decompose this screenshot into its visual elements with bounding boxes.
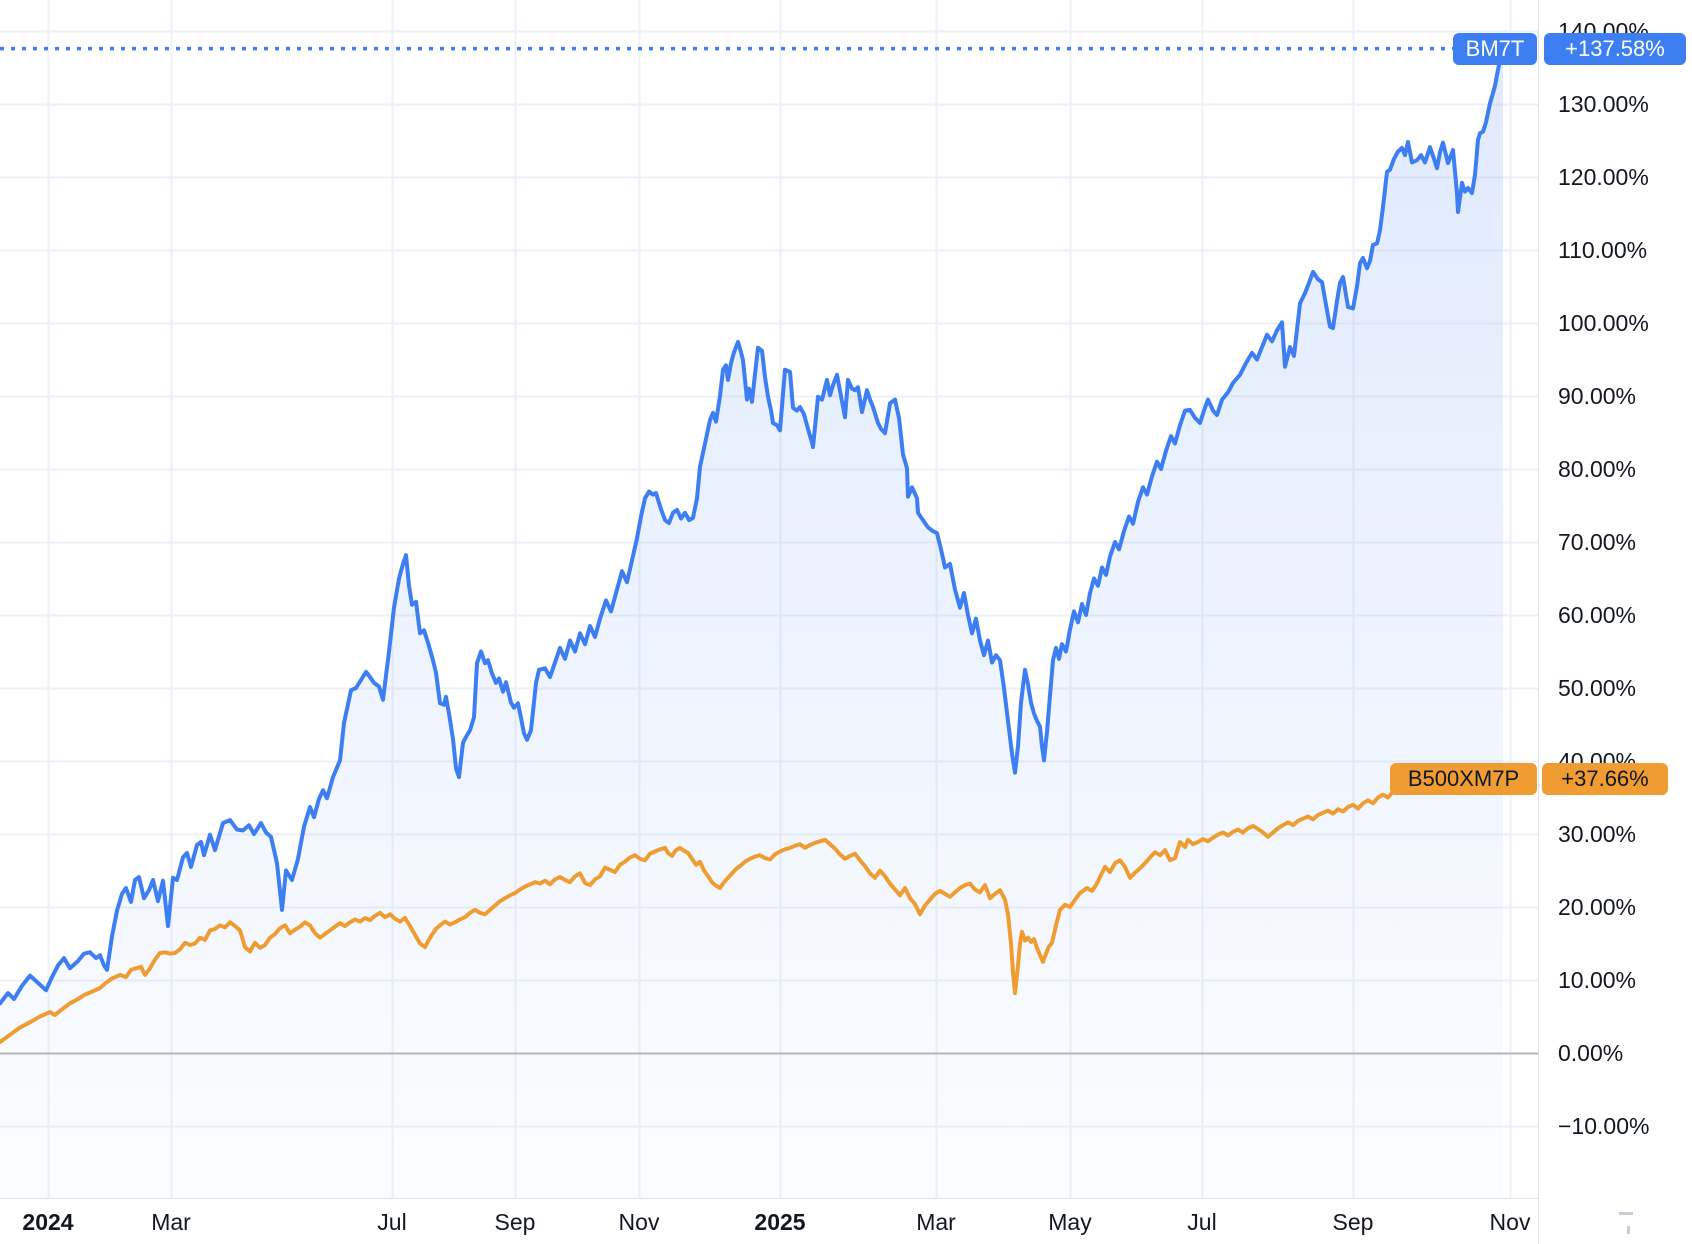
y-axis-label: 70.00%: [1558, 529, 1637, 555]
y-axis-label: 100.00%: [1558, 310, 1649, 336]
corner-mark-icon: [1627, 1226, 1630, 1234]
x-axis-label: May: [1048, 1209, 1092, 1235]
x-axis-label: 2024: [22, 1209, 74, 1235]
time-axis[interactable]: 2024 Mar Jul Sep Nov 2025 Mar May Jul Sep Nov: [0, 1198, 1692, 1244]
area-fill: [0, 48, 1503, 1198]
y-axis-label: 10.00%: [1558, 967, 1637, 993]
series-price-label-bm7t[interactable]: BM7T: [1453, 33, 1537, 65]
series-name: B500XM7P: [1407, 766, 1520, 791]
y-axis-label: −10.00%: [1558, 1113, 1650, 1139]
x-axis-label: Mar: [151, 1209, 191, 1235]
series-change-label-b500xm7p: +37.66%: [1542, 763, 1668, 795]
series-change: +37.66%: [1561, 766, 1649, 791]
y-axis-label: 20.00%: [1558, 894, 1637, 920]
x-axis-label: 2025: [754, 1209, 806, 1235]
series-change: +137.58%: [1565, 36, 1665, 61]
y-axis-label: 80.00%: [1558, 456, 1637, 482]
price-axis[interactable]: 140.00% 130.00% 120.00% 110.00% 100.00% 90.00…: [1538, 0, 1692, 1198]
series-name: BM7T: [1465, 36, 1525, 61]
x-axis-label: Sep: [1332, 1209, 1374, 1235]
y-axis-label: 110.00%: [1558, 237, 1648, 263]
series-line-bm7t: [0, 46, 1505, 1006]
axis-corner: [1538, 1198, 1692, 1244]
x-axis-label: Nov: [1489, 1209, 1531, 1235]
series-change-label-bm7t: +137.58%: [1544, 33, 1686, 65]
y-axis-label: 30.00%: [1558, 821, 1637, 847]
x-axis-label: Jul: [1187, 1209, 1217, 1235]
y-axis-label: 120.00%: [1558, 164, 1649, 190]
x-axis-label: Mar: [916, 1209, 956, 1235]
y-axis-label: 50.00%: [1558, 675, 1637, 701]
x-axis-label: Sep: [494, 1209, 536, 1235]
y-axis-label: 90.00%: [1558, 383, 1637, 409]
series-line-b500xm7p: [0, 776, 1426, 1044]
x-axis-label: Nov: [618, 1209, 660, 1235]
y-axis-label: 130.00%: [1558, 91, 1649, 117]
corner-mark-icon: [1619, 1212, 1633, 1215]
x-axis-label: Jul: [377, 1209, 407, 1235]
y-axis-label: 0.00%: [1558, 1040, 1624, 1066]
series-price-label-b500xm7p[interactable]: B500XM7P: [1390, 763, 1537, 795]
price-pane[interactable]: [0, 0, 1538, 1198]
y-axis-label: 60.00%: [1558, 602, 1637, 628]
